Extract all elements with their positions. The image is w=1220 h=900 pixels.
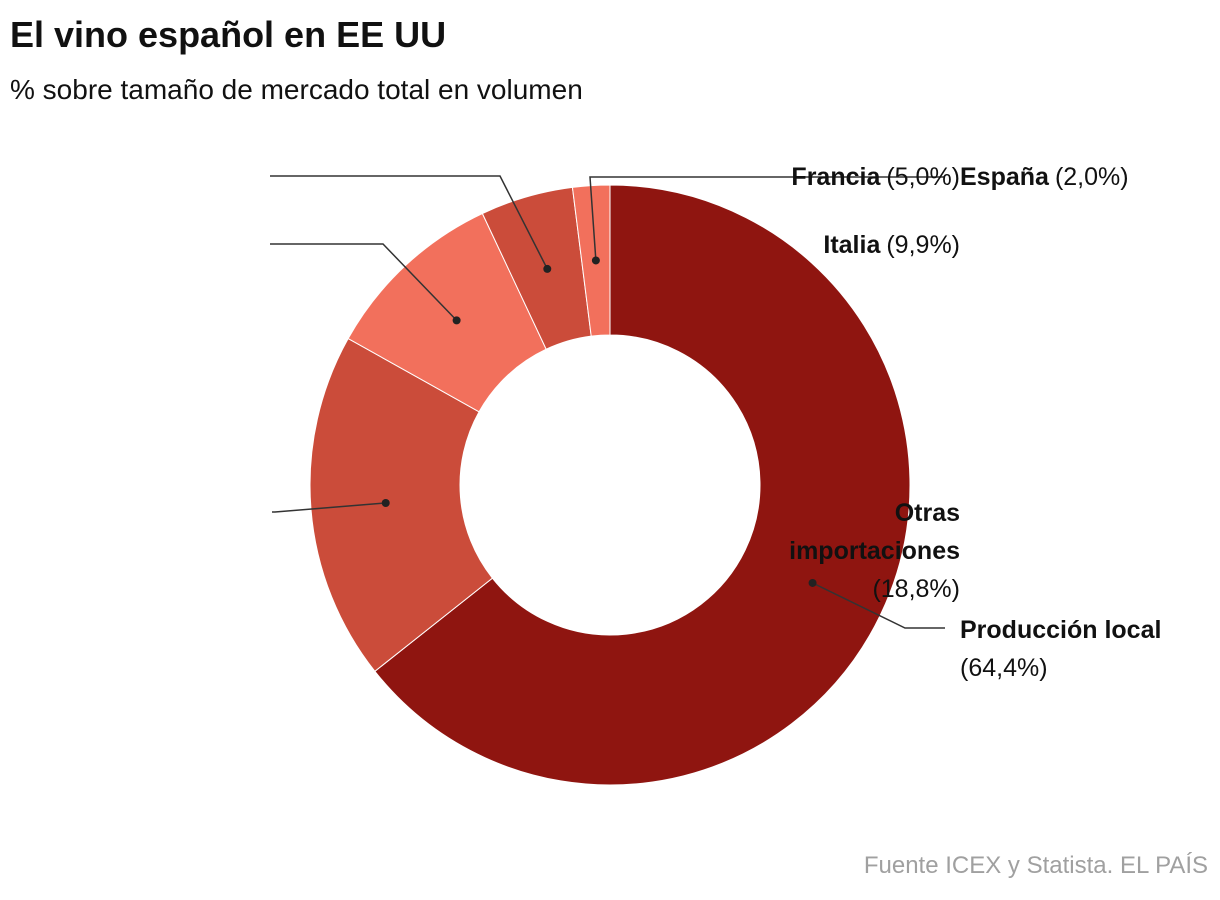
leader-line [812, 582, 945, 629]
value-label: (18,8%) [872, 575, 960, 603]
leader-dot [381, 498, 390, 507]
slice-label: Otras importaciones (18,8%) [740, 494, 960, 608]
slice-label: Francia (5,0%) [560, 158, 960, 196]
leader-line [270, 243, 458, 321]
value-label: (9,9%) [886, 231, 960, 259]
donut-slice [309, 337, 494, 673]
source: Fuente ICEX y Statista. EL PAÍS [863, 852, 1208, 879]
value-label: (5,0%) [886, 163, 960, 191]
leader-dot [808, 578, 817, 587]
donut-slice [571, 184, 611, 337]
leader-dot [452, 316, 461, 325]
chart-title: El vino español en EE UU [10, 14, 447, 55]
category-label: Francia [791, 163, 881, 191]
value-label: (64,4%) [960, 654, 1048, 682]
category-label: Producción local [960, 616, 1162, 644]
leader-line [589, 176, 945, 261]
slice-label: Italia (9,9%) [560, 226, 960, 264]
leader-line [272, 502, 386, 513]
category-label: España [960, 163, 1049, 191]
slice-label: España (2,0%) [960, 158, 1220, 196]
value-label: (2,0%) [1054, 163, 1129, 191]
leader-dot [543, 264, 552, 273]
slice-label: Producción local (64,4%) [960, 611, 1220, 687]
category-label: Italia [823, 231, 881, 259]
chart-subtitle: % sobre tamaño de mercado total en volum… [10, 74, 583, 105]
leader-dot [591, 256, 600, 265]
leader-line [270, 175, 548, 270]
donut-slice [374, 184, 911, 786]
category-label: Otras importaciones [789, 499, 960, 565]
